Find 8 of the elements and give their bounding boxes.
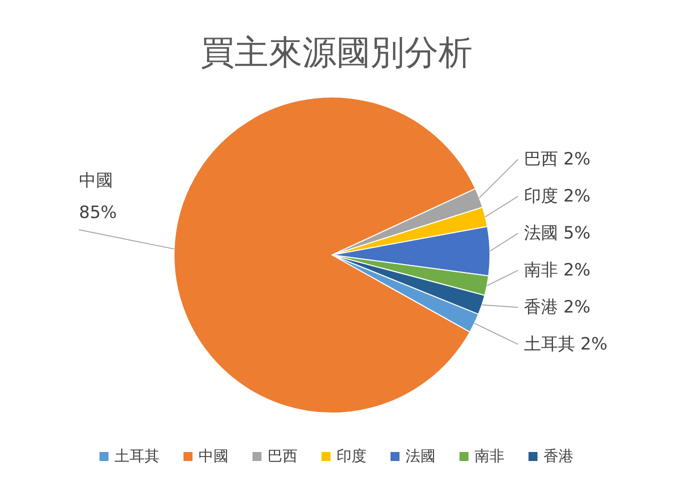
legend-label: 中國 (198, 447, 228, 465)
legend-label: 印度 (336, 447, 366, 465)
legend-label: 土耳其 (114, 447, 160, 465)
legend-label: 法國 (406, 447, 436, 465)
legend-label: 巴西 (268, 447, 298, 465)
title: 買主來源國別分析 (200, 33, 472, 73)
legend-label: 南非 (474, 447, 504, 465)
legend-label: 香港 (544, 447, 574, 465)
